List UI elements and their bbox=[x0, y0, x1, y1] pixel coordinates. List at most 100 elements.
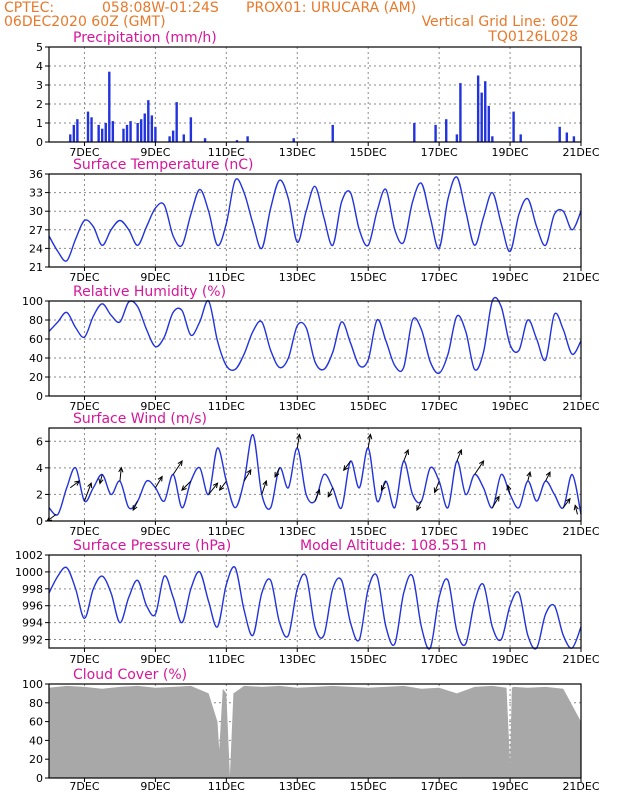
y-tick-label: 1002 bbox=[15, 549, 43, 562]
wind-arrow bbox=[403, 448, 410, 462]
x-tick-label: 15DEC bbox=[350, 400, 387, 413]
y-tick-label: 998 bbox=[22, 583, 43, 596]
y-tick-label: 0 bbox=[36, 390, 43, 403]
precip-bar bbox=[129, 121, 132, 142]
precip-bar bbox=[455, 134, 459, 142]
panel-frame bbox=[48, 683, 582, 779]
x-tick-label: 7DEC bbox=[69, 653, 99, 666]
precip-bar bbox=[182, 134, 185, 142]
y-tick-label: 80 bbox=[29, 314, 43, 327]
y-tick-label: 20 bbox=[29, 371, 43, 384]
panel-title-cloud: Cloud Cover (%) bbox=[73, 667, 187, 683]
x-tick-label: 21DEC bbox=[562, 525, 599, 538]
wind-arrow bbox=[132, 500, 139, 512]
y-tick-label: 33 bbox=[29, 187, 43, 200]
precip-bar bbox=[565, 132, 569, 142]
precip-bar bbox=[519, 134, 522, 142]
y-tick-label: 996 bbox=[22, 600, 43, 613]
wind-arrow bbox=[474, 460, 485, 475]
x-tick-label: 15DEC bbox=[350, 653, 387, 666]
precip-bar bbox=[434, 124, 437, 142]
header-model: TQ0126L028 bbox=[487, 29, 578, 45]
y-tick-label: 2 bbox=[36, 98, 43, 111]
y-tick-label: 3 bbox=[36, 79, 43, 92]
panel-title-wind: Surface Wind (m/s) bbox=[73, 411, 207, 427]
x-tick-label: 19DEC bbox=[492, 780, 529, 793]
precip-bar bbox=[445, 119, 448, 142]
y-tick-label: 40 bbox=[29, 734, 43, 747]
x-tick-label: 11DEC bbox=[208, 653, 245, 666]
precip-bar bbox=[175, 102, 178, 142]
precip-bar bbox=[484, 81, 487, 142]
wind-arrow bbox=[208, 482, 219, 495]
series-line-temp bbox=[48, 176, 582, 262]
precip-bar bbox=[480, 92, 483, 142]
x-tick-label: 21DEC bbox=[562, 653, 599, 666]
wind-arrow bbox=[83, 481, 93, 502]
x-tick-label: 21DEC bbox=[562, 780, 599, 793]
wind-arrow bbox=[562, 497, 571, 509]
x-tick-label: 13DEC bbox=[279, 653, 316, 666]
y-tick-label: 40 bbox=[29, 352, 43, 365]
precip-bar bbox=[150, 115, 154, 142]
y-tick-label: 20 bbox=[29, 753, 43, 766]
wind-arrow bbox=[327, 487, 334, 498]
panel-title-rh: Relative Humidity (%) bbox=[73, 284, 226, 300]
y-tick-label: 21 bbox=[29, 261, 43, 274]
wind-arrow bbox=[367, 433, 373, 449]
precip-bar bbox=[72, 124, 76, 142]
x-tick-label: 7DEC bbox=[69, 146, 99, 159]
x-tick-label: 9DEC bbox=[140, 271, 170, 284]
x-tick-label: 21DEC bbox=[562, 146, 599, 159]
x-tick-label: 7DEC bbox=[69, 525, 99, 538]
precip-bar bbox=[90, 117, 93, 142]
x-tick-label: 17DEC bbox=[421, 271, 458, 284]
precip-bar bbox=[203, 138, 207, 142]
wind-arrow bbox=[218, 480, 227, 492]
wind-arrow bbox=[573, 504, 579, 515]
wind-arrow bbox=[343, 460, 351, 472]
wind-arrow bbox=[98, 474, 104, 485]
x-tick-label: 21DEC bbox=[562, 400, 599, 413]
wind-arrow bbox=[243, 468, 252, 482]
panel-temp: Surface Temperature (nC) 21 24 27 30 33 36 7DEC… bbox=[29, 157, 600, 284]
precip-bar bbox=[487, 105, 490, 142]
x-tick-label: 13DEC bbox=[279, 525, 316, 538]
wind-arrow bbox=[274, 467, 280, 478]
x-tick-label: 11DEC bbox=[208, 780, 245, 793]
x-tick-label: 19DEC bbox=[492, 400, 529, 413]
wind-arrow bbox=[69, 480, 81, 489]
header: CPTEC: 058:08W-01:24S PROX01: URUCARA (A… bbox=[4, 0, 578, 45]
x-tick-label: 17DEC bbox=[421, 400, 458, 413]
series-line-press bbox=[48, 566, 582, 650]
y-tick-label: 5 bbox=[36, 41, 43, 54]
y-tick-label: 4 bbox=[36, 60, 43, 73]
precip-bar bbox=[86, 111, 90, 142]
precip-bar bbox=[97, 124, 100, 142]
precip-bar bbox=[189, 117, 193, 142]
precip-bar bbox=[331, 124, 334, 142]
panel-frame bbox=[48, 300, 582, 397]
precip-bar bbox=[69, 134, 72, 142]
panel-precip: Precipitation (mm/h) 0 1 2 3 4 5 7DEC 9DEC 11DEC 1… bbox=[36, 30, 600, 159]
wind-arrow bbox=[456, 448, 463, 462]
precip-bar bbox=[76, 119, 79, 142]
header-init-time: 06DEC2020 60Z (GMT) bbox=[4, 14, 166, 30]
panels: Precipitation (mm/h) 0 1 2 3 4 5 7DEC 9DEC 11DEC 1… bbox=[15, 30, 600, 793]
x-tick-label: 19DEC bbox=[492, 271, 529, 284]
wind-arrow bbox=[296, 433, 302, 449]
y-tick-label: 0 bbox=[36, 772, 43, 785]
y-tick-label: 4 bbox=[36, 462, 43, 475]
precip-bar bbox=[476, 75, 480, 142]
y-tick-label: 2 bbox=[36, 488, 43, 501]
series-line-wind bbox=[48, 433, 582, 516]
x-tick-label: 7DEC bbox=[69, 780, 99, 793]
precip-bar bbox=[292, 138, 295, 142]
header-source: CPTEC: bbox=[4, 0, 54, 16]
x-tick-label: 15DEC bbox=[350, 146, 387, 159]
x-tick-label: 9DEC bbox=[140, 400, 170, 413]
wind-arrow bbox=[506, 484, 512, 495]
precip-bar bbox=[459, 83, 462, 142]
y-tick-label: 80 bbox=[29, 697, 43, 710]
